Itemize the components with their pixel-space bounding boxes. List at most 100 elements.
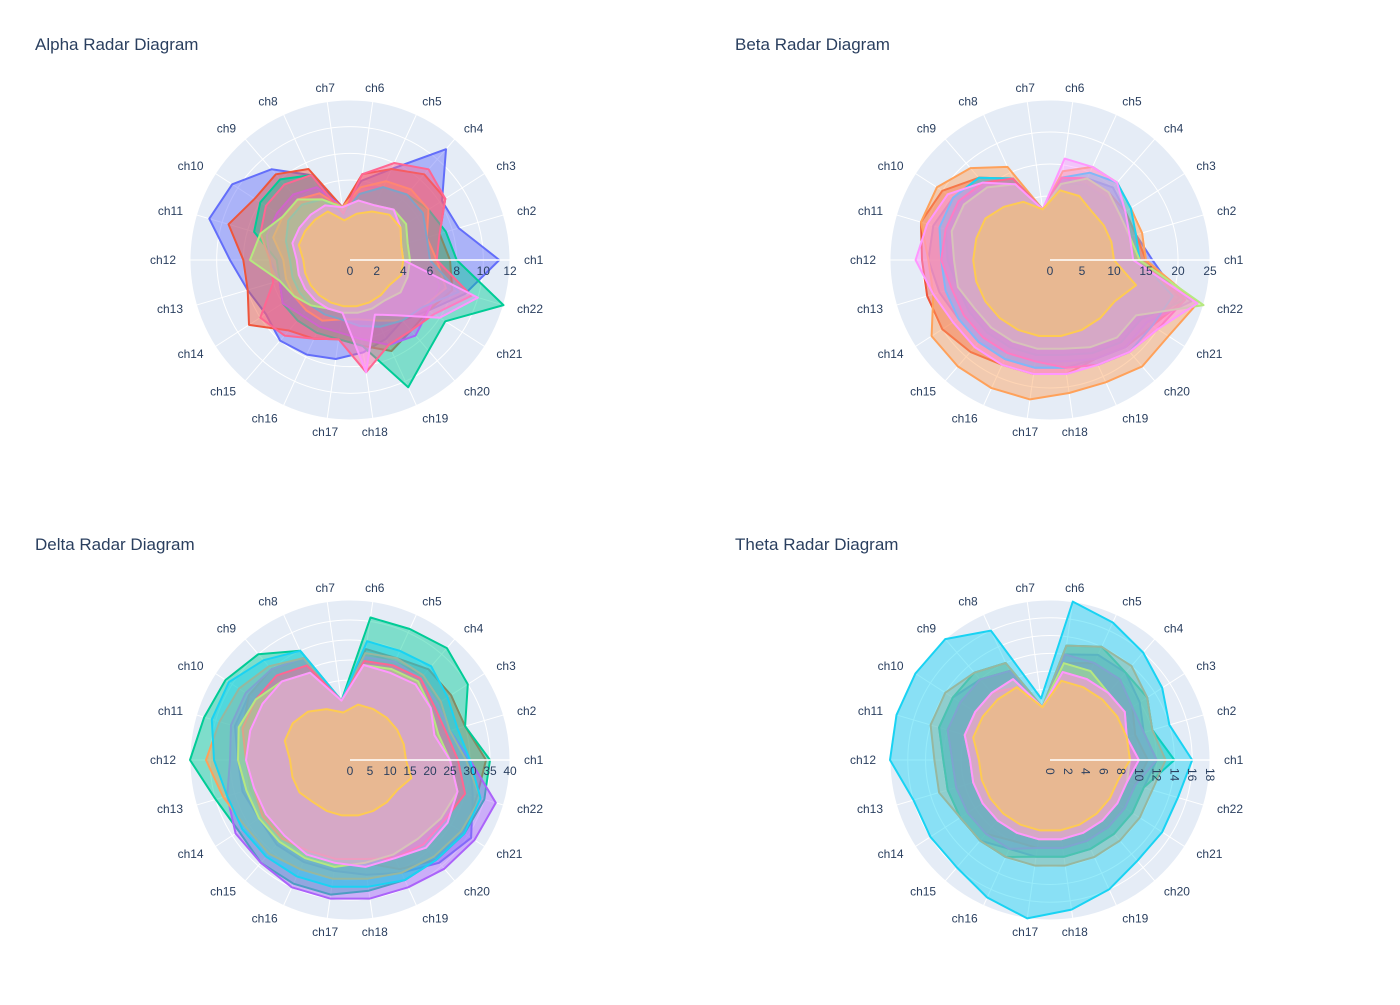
- angular-tick-label: ch6: [1065, 81, 1085, 95]
- angular-tick-label: ch19: [422, 411, 448, 425]
- angular-tick-label: ch5: [1122, 95, 1142, 109]
- angular-tick-label: ch3: [1196, 159, 1216, 173]
- angular-tick-label: ch11: [858, 204, 883, 218]
- angular-gridline: [1049, 259, 1156, 382]
- angular-tick-label: ch13: [857, 302, 883, 316]
- angular-gridline: [349, 759, 504, 806]
- chart-title: Delta Radar Diagram: [35, 535, 195, 554]
- angular-tick-label: ch2: [517, 204, 537, 218]
- angular-tick-label: ch17: [1012, 425, 1038, 439]
- angular-tick-label: ch15: [210, 385, 236, 399]
- angular-tick-label: ch13: [157, 302, 183, 316]
- radial-tick-label: 15: [403, 764, 417, 778]
- radar-chart-4: Theta Radar Diagram 0 2 4 6 8 10 12 14 16 18 ch1 ch2…: [735, 535, 1244, 939]
- angular-tick-label: ch19: [422, 911, 448, 925]
- radial-tick-label: 15: [1139, 264, 1153, 278]
- series-area-9[interactable]: [963, 671, 1140, 841]
- series-area-10[interactable]: [297, 210, 405, 308]
- angular-tick-label: ch22: [1217, 802, 1243, 816]
- angular-gridline: [196, 714, 351, 761]
- radial-tick-label: 25: [1203, 264, 1217, 278]
- radial-tick-label: 20: [1171, 264, 1185, 278]
- radial-tick-label: 2: [373, 264, 380, 278]
- angular-gridline: [1049, 214, 1204, 261]
- angular-tick-label: ch4: [1164, 622, 1184, 636]
- angular-gridline: [983, 259, 1051, 406]
- angular-gridline: [244, 638, 351, 761]
- radial-tick-label: 20: [423, 764, 437, 778]
- angular-tick-label: ch6: [365, 81, 385, 95]
- angular-tick-label: ch15: [910, 385, 936, 399]
- series-area-5[interactable]: [205, 652, 482, 880]
- radial-tick-label: 6: [427, 264, 434, 278]
- angular-tick-label: ch18: [1062, 425, 1088, 439]
- angular-tick-label: ch20: [1164, 385, 1190, 399]
- angular-tick-label: ch2: [1217, 704, 1237, 718]
- angular-tick-label: ch15: [910, 885, 936, 899]
- angular-tick-label: ch14: [178, 847, 204, 861]
- angular-gridline: [326, 101, 351, 261]
- angular-gridline: [349, 673, 485, 761]
- series-area-9[interactable]: [245, 664, 459, 868]
- series-area-6[interactable]: [210, 640, 482, 888]
- series-area-9[interactable]: [291, 199, 479, 374]
- angular-tick-label: ch11: [158, 704, 183, 718]
- series-area-8[interactable]: [237, 664, 459, 868]
- angular-gridline: [896, 259, 1051, 306]
- series-area-10[interactable]: [283, 703, 413, 817]
- radial-tick-label: 10: [383, 764, 397, 778]
- angular-gridline: [1049, 101, 1074, 261]
- angular-gridline: [1049, 259, 1185, 347]
- angular-tick-label: ch15: [210, 885, 236, 899]
- angular-gridline: [1049, 173, 1185, 261]
- angular-tick-label: ch6: [365, 581, 385, 595]
- radial-tick-label: 6: [1096, 768, 1110, 775]
- series-area-8[interactable]: [950, 177, 1205, 350]
- radial-tick-label: 0: [347, 264, 354, 278]
- angular-tick-label: ch19: [1122, 411, 1148, 425]
- series-area-7[interactable]: [259, 162, 473, 374]
- angular-gridline: [215, 673, 351, 761]
- angular-gridline: [1026, 101, 1051, 261]
- chart-title: Beta Radar Diagram: [735, 35, 890, 54]
- angular-tick-label: ch14: [178, 347, 204, 361]
- angular-gridline: [349, 173, 485, 261]
- angular-tick-label: ch21: [496, 347, 522, 361]
- angular-tick-label: ch10: [178, 159, 204, 173]
- angular-tick-label: ch18: [362, 925, 388, 939]
- angular-tick-label: ch12: [150, 253, 176, 267]
- angular-tick-label: ch9: [917, 122, 937, 136]
- angular-tick-label: ch4: [1164, 122, 1184, 136]
- angular-gridline: [944, 259, 1051, 382]
- angular-tick-label: ch2: [517, 704, 537, 718]
- angular-tick-label: ch9: [217, 122, 237, 136]
- series-area-10[interactable]: [972, 189, 1137, 337]
- series-area-10[interactable]: [972, 679, 1131, 832]
- radial-tick-label: 8: [1114, 768, 1128, 775]
- series-area-6[interactable]: [285, 186, 460, 328]
- angular-tick-label: ch20: [464, 885, 490, 899]
- angular-tick-label: ch22: [517, 302, 543, 316]
- radial-tick-label: 35: [483, 764, 497, 778]
- angular-tick-label: ch10: [878, 159, 904, 173]
- angular-gridline: [349, 759, 456, 882]
- angular-tick-label: ch5: [422, 95, 442, 109]
- angular-tick-label: ch18: [362, 425, 388, 439]
- series-area-1[interactable]: [208, 148, 501, 360]
- angular-tick-label: ch16: [952, 911, 978, 925]
- radar-chart-1: Alpha Radar Diagram 0 2 4 6 8 10 12 ch1 ch2 ch3 ch4…: [35, 35, 544, 439]
- angular-gridline: [244, 759, 351, 882]
- series-area-9[interactable]: [914, 157, 1199, 375]
- angular-tick-label: ch13: [857, 802, 883, 816]
- angular-gridline: [215, 759, 351, 847]
- radial-tick-label: 2: [1061, 768, 1075, 775]
- series-area-6[interactable]: [889, 600, 1194, 920]
- chart-title: Alpha Radar Diagram: [35, 35, 198, 54]
- angular-tick-label: ch16: [252, 911, 278, 925]
- angular-gridline: [1049, 114, 1117, 261]
- angular-tick-label: ch9: [217, 622, 237, 636]
- angular-tick-label: ch7: [1016, 581, 1036, 595]
- radial-tick-label: 18: [1203, 768, 1217, 782]
- angular-tick-label: ch8: [258, 95, 278, 109]
- angular-gridline: [349, 614, 417, 761]
